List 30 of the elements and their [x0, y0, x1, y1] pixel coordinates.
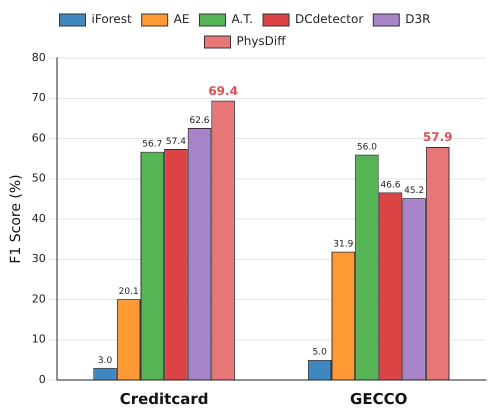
y-tick-label: 40: [32, 212, 46, 225]
y-tick-label: 80: [32, 50, 46, 64]
legend-label: A.T.: [231, 12, 254, 26]
data-label: 5.0: [312, 348, 328, 358]
data-label: 62.6: [189, 116, 210, 126]
data-label: 57.4: [166, 136, 186, 147]
y-axis-title: F1 Score (%): [8, 174, 24, 264]
data-label: 57.9: [422, 130, 453, 144]
y-tick-label: 30: [32, 252, 46, 266]
x-tick-label: GECCO: [350, 390, 408, 408]
legend-label: PhysDiff: [236, 34, 286, 48]
data-label: 69.4: [208, 84, 238, 98]
y-tick-label: 10: [32, 332, 46, 346]
legend-label: iForest: [92, 12, 132, 26]
y-tick-label: 70: [32, 91, 46, 104]
data-label: 45.2: [404, 186, 424, 196]
data-label: 3.0: [98, 356, 113, 366]
data-label: 20.1: [118, 286, 139, 297]
x-tick-label: Creditcard: [120, 390, 208, 408]
data-label: 46.6: [380, 180, 401, 190]
legend-label: D3R: [405, 12, 430, 26]
legend-label: AE: [174, 12, 190, 26]
y-tick-label: 50: [32, 172, 46, 185]
data-label: 56.7: [142, 140, 162, 150]
y-tick-label: 0: [38, 372, 46, 386]
data-label: 56.0: [356, 142, 378, 152]
y-tick-label: 60: [32, 131, 46, 144]
data-label: 31.9: [333, 239, 354, 250]
legend-label: DCdetector: [294, 12, 364, 26]
y-tick-label: 20: [32, 292, 46, 306]
